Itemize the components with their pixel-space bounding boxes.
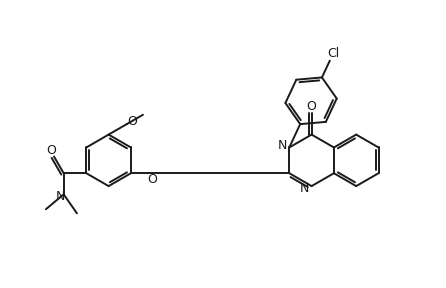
Text: O: O [147,173,157,186]
Text: O: O [46,144,56,158]
Text: N: N [55,190,65,203]
Text: N: N [278,139,287,152]
Text: O: O [127,115,137,128]
Text: O: O [307,100,317,113]
Text: N: N [300,181,310,195]
Text: Cl: Cl [327,47,339,60]
